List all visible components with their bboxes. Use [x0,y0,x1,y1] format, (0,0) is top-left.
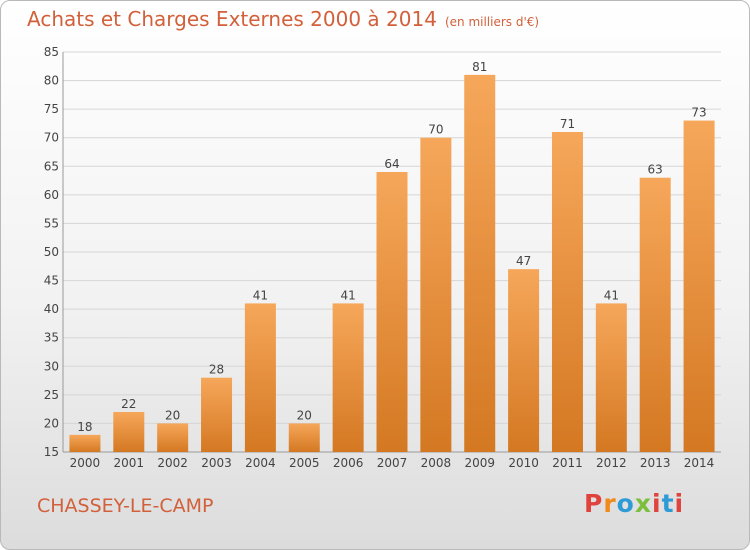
x-tick-label: 2009 [464,456,495,470]
bar [551,132,583,452]
bar-value-label: 41 [340,288,355,302]
y-tick-label: 15 [44,445,59,459]
bar-value-label: 64 [384,157,399,171]
y-tick-label: 50 [44,245,59,259]
y-tick-label: 70 [44,131,59,145]
bar-value-label: 81 [472,60,487,74]
x-tick-label: 2004 [245,456,276,470]
y-tick-label: 85 [44,45,59,59]
logo-letter: x [634,489,652,518]
bar [595,303,627,452]
x-tick-label: 2008 [421,456,452,470]
x-tick-label: 2006 [333,456,364,470]
bar-value-label: 18 [77,420,92,434]
y-tick-label: 45 [44,274,59,288]
y-tick-label: 30 [44,359,59,373]
y-axis-ticks: 15 20 25 30 35 40 45 50 55 60 65 70 75 80 85 [44,45,59,459]
bar [201,377,233,452]
y-tick-label: 80 [44,74,59,88]
x-tick-label: 2000 [70,456,101,470]
x-tick-label: 2007 [377,456,408,470]
x-tick-label: 2014 [684,456,715,470]
x-tick-label: 2001 [114,456,145,470]
logo-letter: r [603,489,617,518]
bar-value-label: 41 [253,288,268,302]
x-tick-label: 2011 [552,456,583,470]
bar [157,423,189,452]
bar-value-label: 63 [648,163,663,177]
proxiti-logo: Proxiti [584,489,684,518]
x-tick-label: 2002 [157,456,188,470]
y-tick-label: 35 [44,331,59,345]
bar [508,269,540,452]
bar [244,303,276,452]
y-tick-label: 40 [44,302,59,316]
x-axis-ticks: 2000 2001 2002 2003 2004 2005 2006 2007 2008 2009… [70,456,715,470]
y-tick-label: 75 [44,102,59,116]
bar-value-label: 28 [209,363,224,377]
bar-value-label: 22 [121,397,136,411]
bar [332,303,364,452]
logo-letter: o [616,489,635,518]
bar [420,137,452,452]
logo-letter: t [661,489,675,518]
x-tick-label: 2012 [596,456,627,470]
logo-letter: P [584,489,604,518]
x-tick-label: 2003 [201,456,232,470]
bar-value-labels: 18 22 20 28 41 20 41 64 70 81 47 71 41 63 73 [77,60,706,434]
bar [464,74,496,452]
bar-value-label: 20 [165,408,180,422]
bar [69,434,101,452]
bar [288,423,320,452]
x-tick-label: 2005 [289,456,320,470]
bar-value-label: 71 [560,117,575,131]
bar [683,120,715,453]
bar-value-label: 20 [297,408,312,422]
x-tick-label: 2013 [640,456,671,470]
bar [113,412,145,452]
bar-value-label: 47 [516,254,531,268]
chart-title-text: Achats et Charges Externes 2000 à 2014 [27,7,437,31]
chart-title: Achats et Charges Externes 2000 à 2014 (e… [27,7,539,31]
bar-value-label: 73 [691,106,706,120]
y-tick-label: 60 [44,188,59,202]
y-tick-label: 55 [44,216,59,230]
bar [639,177,671,452]
y-tick-label: 25 [44,388,59,402]
y-tick-label: 65 [44,159,59,173]
bar-value-label: 41 [604,288,619,302]
y-tick-label: 20 [44,416,59,430]
bar [376,172,408,452]
town-name: CHASSEY-LE-CAMP [37,495,214,517]
x-tick-label: 2010 [508,456,539,470]
logo-letter: i [652,489,662,518]
bar-value-label: 70 [428,123,443,137]
bars [69,74,715,453]
chart-unit: (en milliers d'€) [444,15,540,29]
logo-letter: i [674,489,685,518]
